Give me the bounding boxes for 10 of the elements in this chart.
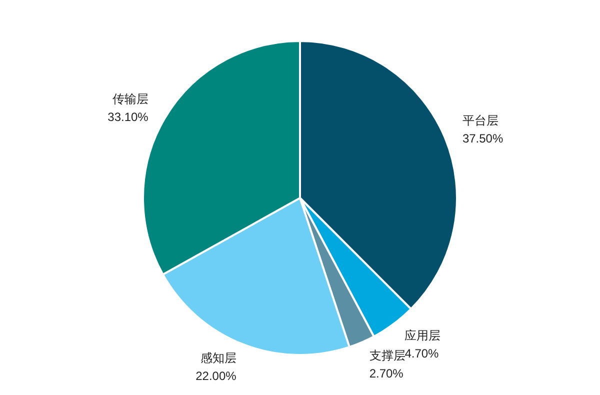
slice-label: 感知层 — [200, 350, 236, 365]
slice-label: 支撑层 — [369, 348, 406, 363]
slice-label: 平台层 — [462, 114, 498, 128]
slice-label: 传输层 — [112, 92, 148, 106]
data-label: 22.00% — [196, 368, 237, 383]
data-label: 33.10% — [108, 110, 149, 124]
data-label: 37.50% — [462, 132, 504, 146]
data-label: 2.70% — [369, 366, 404, 381]
data-label: 4.70% — [404, 346, 440, 360]
slice-label: 应用层 — [404, 328, 441, 342]
